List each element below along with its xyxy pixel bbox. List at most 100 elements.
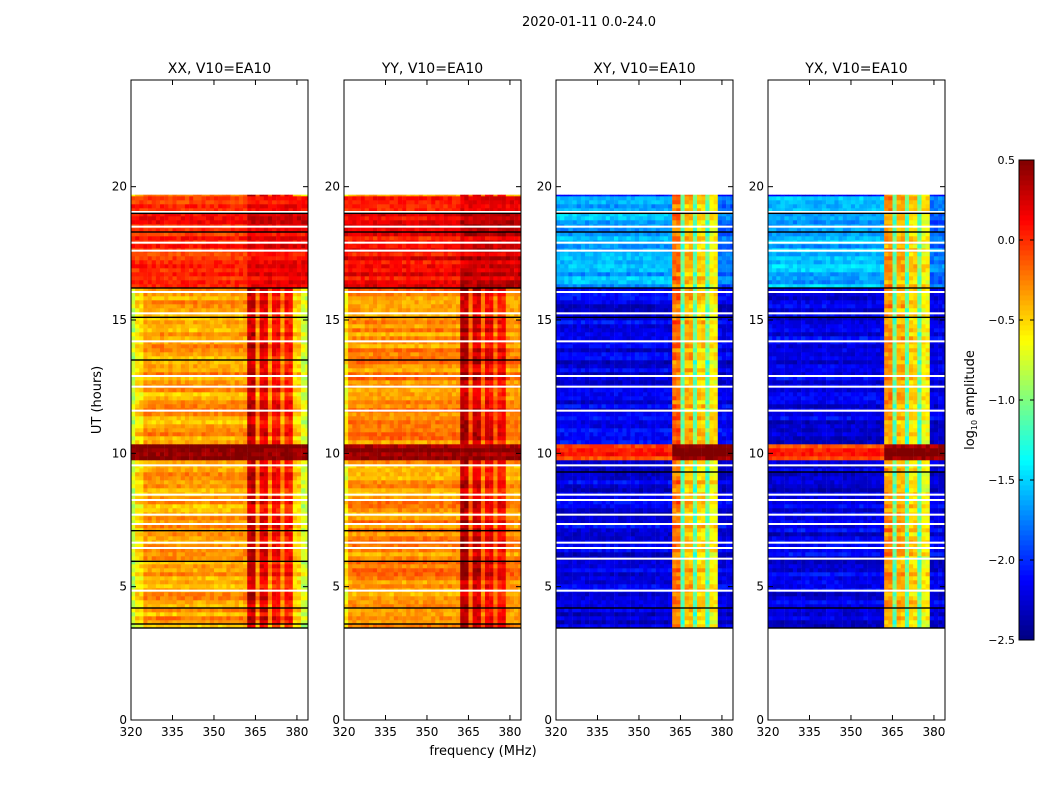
heatmap-cell [210, 452, 214, 456]
heatmap-cell [280, 616, 284, 620]
heatmap-cell [268, 396, 272, 400]
heatmap-cell [164, 592, 168, 596]
heatmap-cell [231, 612, 235, 616]
heatmap-cell [226, 508, 230, 512]
heatmap-cell [276, 576, 280, 580]
heatmap-cell [297, 388, 301, 392]
heatmap-cell [356, 616, 360, 620]
heatmap-cell [301, 440, 305, 444]
heatmap-cell [189, 308, 193, 312]
heatmap-cell [168, 432, 172, 436]
heatmap-cell [226, 436, 230, 440]
heatmap-cell [189, 260, 193, 264]
heatmap-cell [143, 452, 147, 456]
heatmap-cell [210, 352, 214, 356]
heatmap-cell [243, 428, 247, 432]
heatmap-cell [301, 436, 305, 440]
heatmap-cell [135, 432, 139, 436]
heatmap-cell [164, 380, 168, 384]
heatmap-cell [210, 428, 214, 432]
heatmap-cell [239, 252, 243, 256]
heatmap-cell [276, 296, 280, 300]
heatmap-cell [289, 444, 293, 448]
heatmap-cell [226, 195, 230, 197]
heatmap-cell [131, 488, 135, 492]
heatmap-cell [218, 195, 222, 197]
heatmap-cell [189, 584, 193, 588]
heatmap-cell [415, 616, 419, 620]
heatmap-cell [197, 388, 201, 392]
heatmap-cell [197, 380, 201, 384]
heatmap-cell [193, 352, 197, 356]
heatmap-cell [293, 584, 297, 588]
heatmap-cell [297, 488, 301, 492]
heatmap-cell [222, 568, 226, 572]
heatmap-cell [239, 380, 243, 384]
heatmap-cell [143, 412, 147, 416]
heatmap-cell [365, 612, 369, 616]
heatmap-cell [251, 612, 255, 616]
heatmap-cell [268, 412, 272, 416]
heatmap-cell [268, 260, 272, 264]
heatmap-cell [256, 260, 260, 264]
heatmap-cell [173, 392, 177, 396]
heatmap-cell [148, 436, 152, 440]
heatmap-cell [135, 440, 139, 444]
heatmap-cell [285, 508, 289, 512]
heatmap-cell [168, 392, 172, 396]
heatmap-cell [148, 272, 152, 276]
heatmap-cell [280, 556, 284, 560]
heatmap-cell [256, 444, 260, 448]
heatmap-cell [448, 612, 452, 616]
heatmap-cell [135, 404, 139, 408]
heatmap-cell [152, 404, 156, 408]
heatmap-cell [276, 268, 280, 272]
heatmap-cell [297, 268, 301, 272]
heatmap-cell [164, 568, 168, 572]
heatmap-cell [268, 364, 272, 368]
heatmap-cell [164, 480, 168, 484]
heatmap-cell [235, 484, 239, 488]
heatmap-cell [276, 324, 280, 328]
heatmap-cell [185, 272, 189, 276]
heatmap-cell [406, 616, 410, 620]
heatmap-cell [235, 392, 239, 396]
heatmap-cell [268, 404, 272, 408]
heatmap-cell [276, 396, 280, 400]
heatmap-cell [160, 256, 164, 260]
heatmap-cell [293, 276, 297, 280]
heatmap-cell [280, 580, 284, 584]
heatmap-cell [493, 616, 497, 620]
heatmap-cell [164, 388, 168, 392]
heatmap-cell [301, 592, 305, 596]
heatmap-cell [280, 592, 284, 596]
heatmap-cell [185, 220, 189, 224]
heatmap-cell [218, 328, 222, 332]
heatmap-cell [301, 508, 305, 512]
heatmap-cell [251, 380, 255, 384]
heatmap-cell [260, 320, 264, 324]
heatmap-cell [156, 400, 160, 404]
heatmap-cell [143, 252, 147, 256]
heatmap-cell [214, 380, 218, 384]
heatmap-cell [276, 280, 280, 284]
heatmap-cell [272, 200, 276, 204]
heatmap-cell [293, 508, 297, 512]
heatmap-cell [214, 612, 218, 616]
heatmap-cell [202, 256, 206, 260]
heatmap-cell [235, 216, 239, 220]
heatmap-cell [152, 556, 156, 560]
heatmap-cell [218, 472, 222, 476]
heatmap-cell [285, 364, 289, 368]
heatmap-cell [276, 612, 280, 616]
heatmap-cell [231, 324, 235, 328]
heatmap-cell [239, 532, 243, 536]
heatmap-cell [301, 444, 305, 448]
heatmap-cell [214, 552, 218, 556]
heatmap-cell [469, 612, 473, 616]
heatmap-cell [173, 320, 177, 324]
heatmap-cell [202, 264, 206, 268]
heatmap-cell [218, 616, 222, 620]
heatmap-cell [168, 532, 172, 536]
heatmap-cell [156, 564, 160, 568]
